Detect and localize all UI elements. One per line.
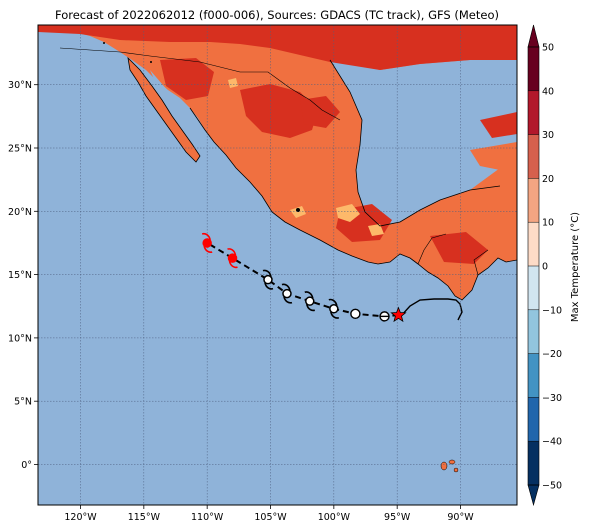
lat-tick-label: 0° <box>21 460 32 471</box>
land-caribbean-island <box>470 142 517 170</box>
map-frame <box>37 24 518 506</box>
colorbar-tick-label: −50 <box>542 481 562 492</box>
lon-tick-label: 100°W <box>318 512 351 523</box>
observed-track-line <box>400 298 463 321</box>
colorbar-tick-label: 0 <box>542 262 548 273</box>
track-point-hurricane <box>201 232 213 253</box>
colorbar-label: Max Temperature (°C) <box>570 212 581 322</box>
lat-tick-label: 20°N <box>8 207 32 218</box>
colorbar-segment <box>528 47 539 91</box>
track-point-hurricane <box>304 291 316 312</box>
colorbar-extend-min <box>527 484 540 507</box>
colorbar-tick-label: 20 <box>542 174 554 185</box>
colorbar-segment <box>528 266 539 310</box>
lon-tick-label: 120°W <box>64 512 97 523</box>
lon-tick-label: 110°W <box>191 512 224 523</box>
lat-tick-label: 10°N <box>8 333 32 344</box>
colorbar-tick-label: 40 <box>542 86 554 97</box>
map-content <box>38 25 517 505</box>
track-point-hurricane <box>262 269 274 290</box>
gulf-of-mexico <box>330 58 517 226</box>
current-position-star <box>390 306 407 323</box>
graticule <box>38 25 517 505</box>
track-point-circle <box>350 308 361 320</box>
galapagos-islands <box>440 459 459 473</box>
colorbar-segment <box>528 441 539 485</box>
colorbar-segment <box>528 134 539 179</box>
forecast-track-points <box>201 232 390 322</box>
colorbar-tick-label: −40 <box>542 437 562 448</box>
lon-tick-label: 90°W <box>447 512 474 523</box>
lat-tick-label: 30°N <box>8 80 32 91</box>
colorbar-extend-max <box>527 24 540 48</box>
latitude-ticks: 30°N 25°N 20°N 15°N 10°N 5°N 0° <box>8 80 38 471</box>
land-baja-california <box>128 58 200 162</box>
country-borders <box>59 47 489 276</box>
colorbar-tick-label: −30 <box>542 393 562 404</box>
small-islands <box>103 42 300 212</box>
track-point-hurricane <box>328 298 340 319</box>
lon-tick-label: 95°W <box>384 512 411 523</box>
gulf-of-california <box>150 70 220 160</box>
track-point-circle-minus <box>379 311 390 322</box>
track-point-hurricane <box>227 248 238 269</box>
current-position-marker <box>390 306 407 323</box>
land-yucatan <box>420 186 500 240</box>
colorbar-segment <box>528 353 539 398</box>
colorbar-segment <box>528 178 539 223</box>
longitude-ticks: 120°W 115°W 110°W 105°W 100°W 95°W 90°W <box>64 505 474 523</box>
track-point-hurricane <box>281 283 293 304</box>
lon-tick-label: 115°W <box>128 512 161 523</box>
colorbar-tick-label: −10 <box>542 305 562 316</box>
coastlines <box>127 56 517 301</box>
figure-title: Forecast of 2022062012 (f000-006), Sourc… <box>55 8 499 22</box>
lat-tick-label: 15°N <box>8 270 32 281</box>
lat-tick-label: 5°N <box>14 397 32 408</box>
colorbar-tick-label: −20 <box>542 349 562 360</box>
colorbar-tick-label: 30 <box>542 130 554 141</box>
colorbar-tick-label: 10 <box>542 218 554 229</box>
lon-tick-label: 105°W <box>254 512 287 523</box>
colorbar-segment <box>528 90 539 135</box>
colorbar-segment <box>528 222 539 266</box>
colorbar: 50 40 30 20 10 0 −10 −20 −30 −40 −50 <box>527 24 562 507</box>
colorbar-segment <box>528 309 539 354</box>
colorbar-tick-label: 50 <box>542 43 554 54</box>
colorbar-segment <box>528 397 539 442</box>
lat-tick-label: 25°N <box>8 144 32 155</box>
